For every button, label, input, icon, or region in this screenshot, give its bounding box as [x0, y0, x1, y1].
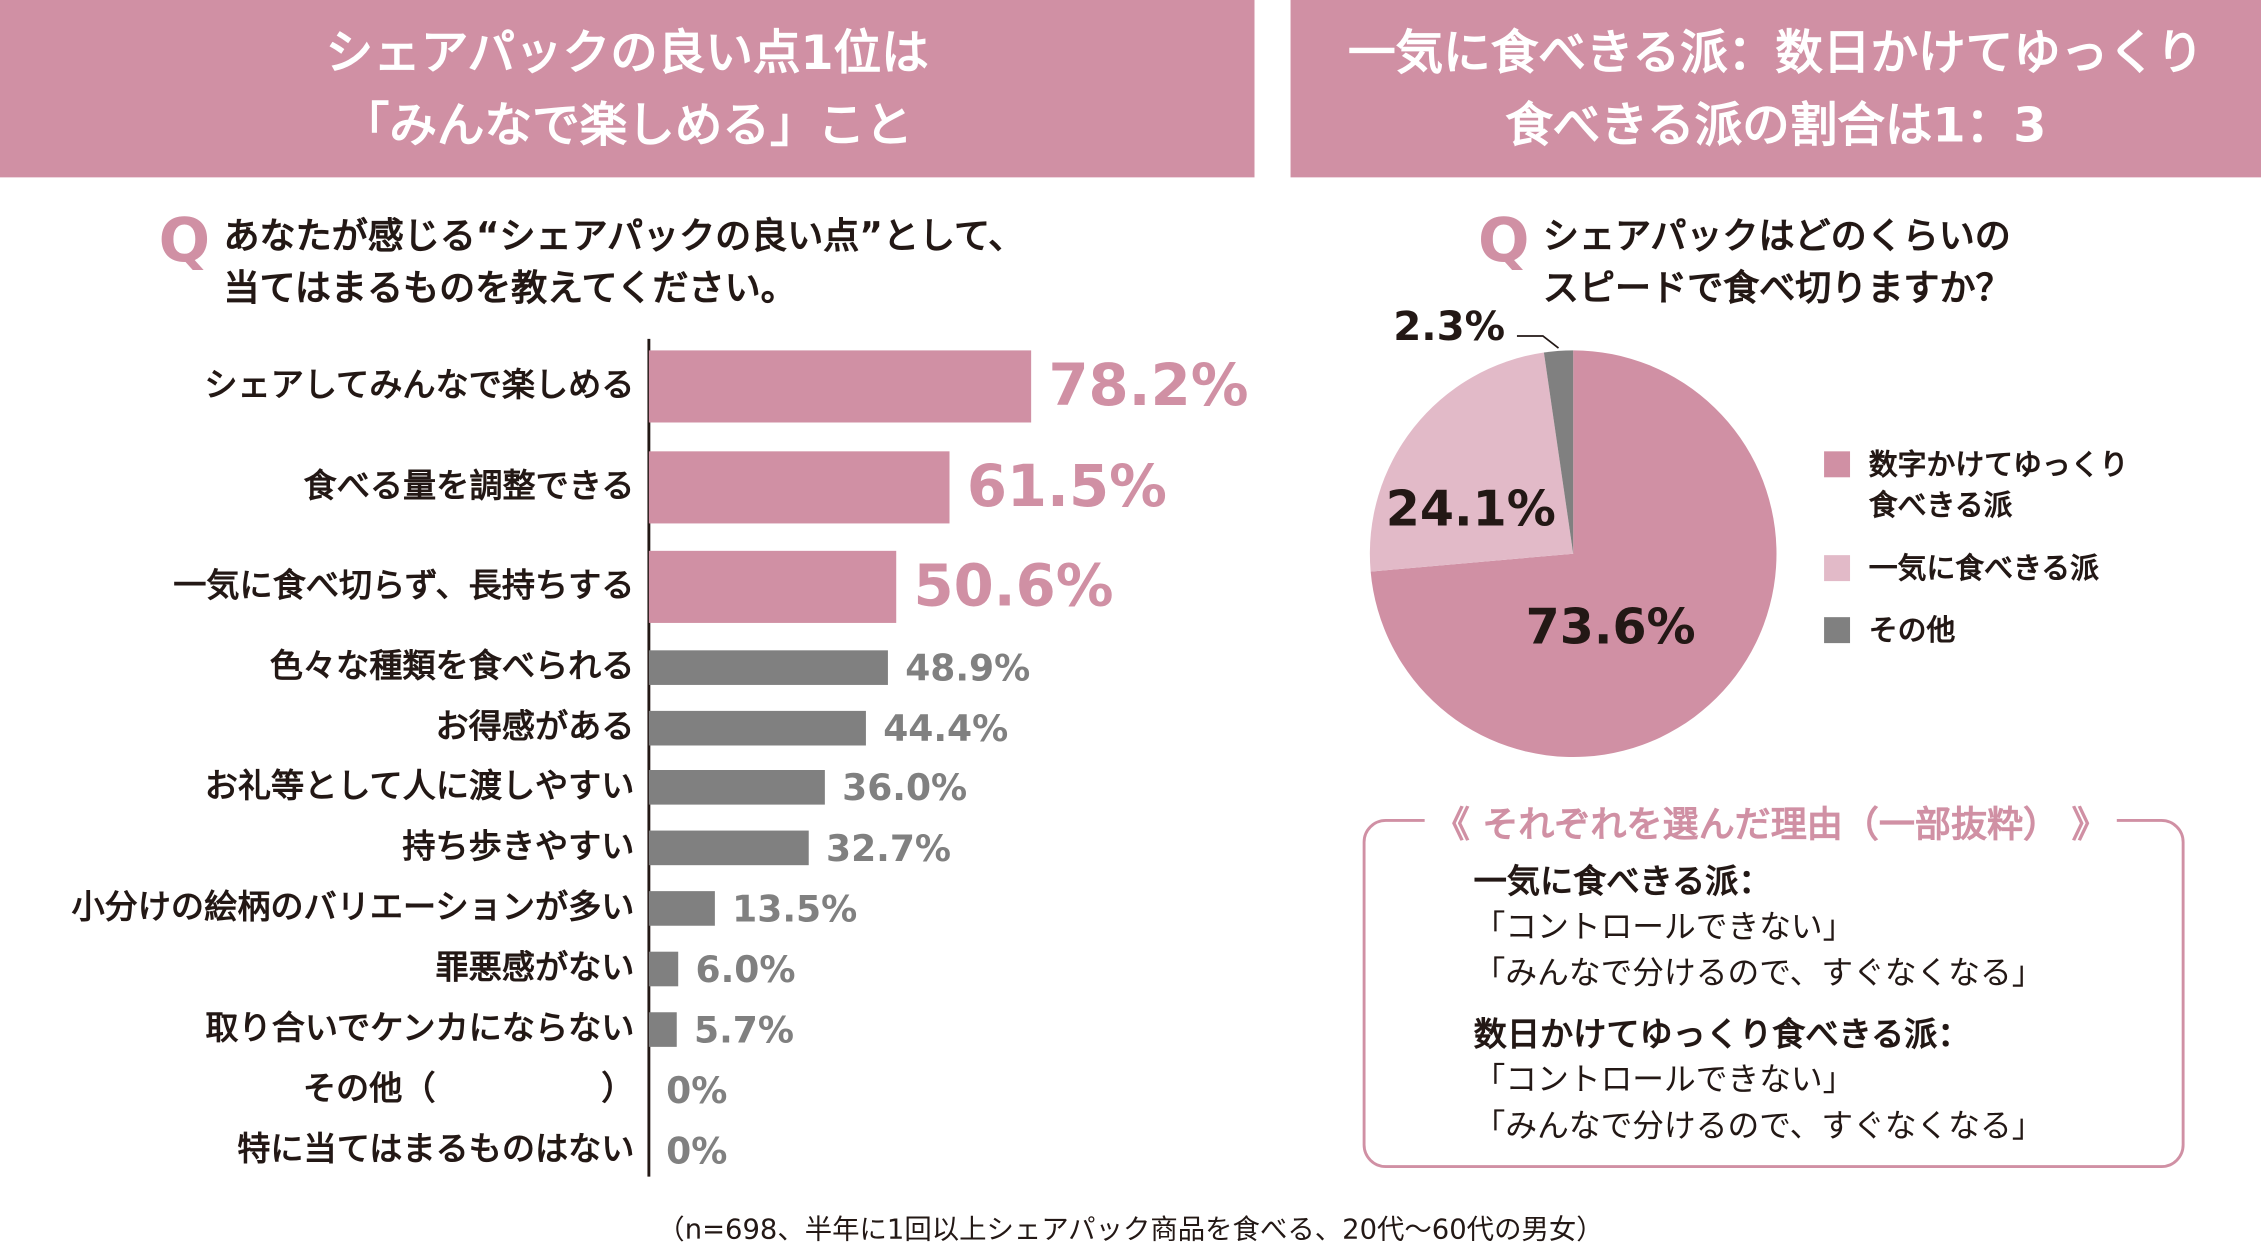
bar [648, 550, 897, 623]
pie-slice [1543, 350, 1574, 554]
category-label: お得感がある [436, 707, 635, 746]
category-label: その他（ ） [303, 1069, 635, 1108]
leader-line [1516, 335, 1560, 349]
legend-swatch [1824, 555, 1851, 582]
category-label: 小分けの絵柄のバリエーションが多い [71, 887, 634, 926]
bar [648, 951, 679, 987]
bar [648, 650, 888, 685]
reason-item: 「みんなで分けるので、すぐなくなる」 [1473, 956, 2044, 993]
reasons-title: 《 それぞれを選んだ理由（一部抜粋） 》 [1424, 795, 2117, 848]
value-label: 50.6% [914, 551, 1114, 619]
left-title: シェアパックの良い点1位は 「みんなで楽しめる」こと [0, 0, 1255, 178]
value-label: 78.2% [1048, 351, 1248, 419]
value-label: 6.0% [696, 950, 796, 991]
pie-slice [1370, 350, 1777, 758]
question: シェアパックはどのくらいの スピードで食べ切りますか？ [1542, 214, 2012, 309]
value-label: 61.5% [967, 452, 1167, 520]
pie-slice [1369, 352, 1574, 572]
reason-group: 一気に食べきる派： 「コントロールできない」「みんなで分けるので、すぐなくなる」 [1474, 859, 2044, 997]
value-label: 48.9% [905, 649, 1030, 690]
value-label: 36.0% [842, 768, 967, 809]
reason-heading: 一気に食べきる派： [1473, 863, 1772, 902]
category-label: 食べる量を調整できる [304, 466, 635, 505]
value-label: 0% [666, 1071, 727, 1112]
legend-swatch [1824, 451, 1851, 478]
value-label: 44.4% [883, 709, 1008, 750]
legend-label: 一気に食べきる派 [1868, 550, 2099, 586]
value-label: 32.7% [826, 829, 951, 870]
q-mark: Q [1478, 204, 1530, 276]
pie-label: 73.6% [1526, 598, 1696, 656]
legend-label: 数字かけてゆっくり食べきる派 [1868, 447, 2129, 522]
bar [648, 350, 1032, 423]
category-label: 特に当てはまるものはない [237, 1129, 634, 1168]
category-label: 罪悪感がない [436, 947, 635, 986]
bar [648, 891, 715, 926]
q-mark: Q [158, 204, 211, 276]
category-label: シェアしてみんなで楽しめる [204, 365, 634, 404]
bar [648, 1012, 677, 1047]
category-label: 取り合いでケンカにならない [205, 1008, 634, 1047]
bar [648, 451, 950, 524]
reason-item: 「コントロールできない」 [1473, 909, 1855, 946]
legend-swatch [1824, 617, 1851, 644]
question: あなたが感じる“シェアパックの良い点”として、 当てはまるものを教えてください。 [223, 214, 1025, 309]
category-label: 持ち歩きやすい [402, 826, 634, 865]
category-label: 一気に食べ切らず、長持ちする [173, 565, 634, 604]
legend-label: その他 [1868, 612, 1956, 648]
footnote: （n=698、半年に1回以上シェアパック商品を食べる、20代～60代の男女） [657, 1214, 1604, 1246]
bar [648, 830, 809, 866]
value-label: 13.5% [732, 889, 857, 930]
reason-heading: 数日かけてゆっくり食べきる派： [1473, 1016, 1971, 1055]
reason-item: 「コントロールできない」 [1473, 1062, 1855, 1099]
category-label: お礼等として人に渡しやすい [205, 766, 635, 805]
pie-label: 24.1% [1386, 479, 1556, 537]
value-label: 5.7% [694, 1010, 794, 1051]
reasons-title-text: それぞれを選んだ理由（一部抜粋） [1482, 803, 2060, 845]
pie-label: 2.3% [1393, 303, 1505, 350]
bar [648, 710, 866, 746]
reason-group: 数日かけてゆっくり食べきる派： 「コントロールできない」「みんなで分けるので、すぐ… [1474, 1012, 2044, 1150]
category-label: 色々な種類を食べられる [270, 646, 635, 685]
right-title: 一気に食べきる派：数日かけてゆっくり 食べきる派の割合は1：3 [1290, 0, 2261, 178]
value-label: 0% [666, 1132, 727, 1173]
bar [648, 770, 825, 805]
reason-item: 「みんなで分けるので、すぐなくなる」 [1473, 1108, 2044, 1145]
